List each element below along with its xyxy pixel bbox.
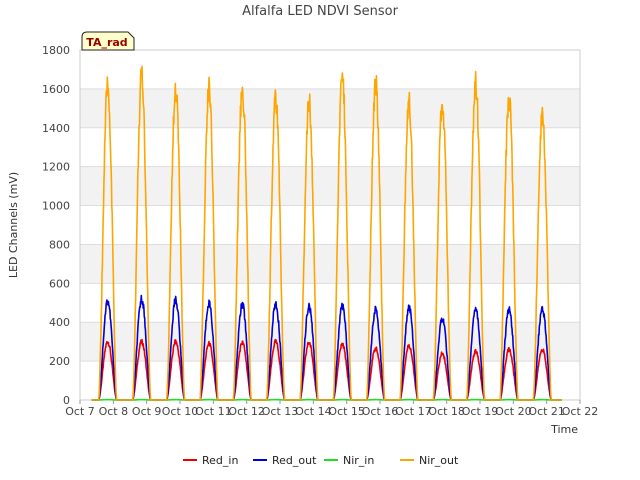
legend-item-nir-out: Nir_out xyxy=(400,454,459,467)
x-tick-label: Oct 7 xyxy=(65,405,95,418)
y-tick-label: 600 xyxy=(49,277,70,290)
x-tick-label: Oct 18 xyxy=(428,405,465,418)
chart-title: Alfalfa LED NDVI Sensor xyxy=(242,4,399,19)
legend-label: Nir_in xyxy=(343,454,374,467)
legend-item-red-in: Red_in xyxy=(183,454,238,467)
series-line-nir-out xyxy=(91,65,562,401)
y-tick-label: 800 xyxy=(49,238,70,251)
y-axis-title: LED Channels (mV) xyxy=(7,172,20,278)
y-tick-label: 1000 xyxy=(42,200,70,213)
band-0 xyxy=(80,361,580,400)
band-1600 xyxy=(80,50,580,89)
x-tick-label: Oct 15 xyxy=(328,405,365,418)
band-1400 xyxy=(80,88,580,128)
y-tick-label: 200 xyxy=(49,355,70,368)
band-600 xyxy=(80,244,580,284)
x-tick-label: Oct 13 xyxy=(262,405,299,418)
x-tick-label: Oct 9 xyxy=(132,405,162,418)
y-axis-ticks: 0 200 400 600 800 1000 1200 1400 1600 1800 xyxy=(42,44,70,407)
series-layer xyxy=(91,65,562,401)
band-400 xyxy=(80,283,580,323)
y-tick-label: 1800 xyxy=(42,44,70,57)
y-tick-label: 1600 xyxy=(42,83,70,96)
x-tick-label: Oct 11 xyxy=(195,405,232,418)
band-200 xyxy=(80,322,580,362)
band-1200 xyxy=(80,127,580,167)
legend: Red_in Red_out Nir_in Nir_out xyxy=(183,454,459,467)
x-tick-label: Oct 20 xyxy=(495,405,532,418)
legend-label: Nir_out xyxy=(419,454,459,467)
legend-label: Red_out xyxy=(272,454,317,467)
x-tick-label: Oct 17 xyxy=(395,405,432,418)
x-tick-label: Oct 8 xyxy=(99,405,129,418)
x-axis-title: Time xyxy=(550,423,578,436)
legend-label: Red_in xyxy=(202,454,238,467)
x-tick-label: Oct 16 xyxy=(362,405,399,418)
x-tick-label: Oct 21 xyxy=(528,405,565,418)
badge-shape xyxy=(81,31,135,51)
x-tick-label: Oct 14 xyxy=(295,405,332,418)
badge-label: TA_rad xyxy=(86,36,127,49)
y-tick-label: 0 xyxy=(63,394,70,407)
y-tick-label: 1400 xyxy=(42,122,70,135)
legend-item-red-out: Red_out xyxy=(253,454,317,467)
x-tick-label: Oct 22 xyxy=(562,405,599,418)
x-tick-label: Oct 12 xyxy=(228,405,265,418)
y-tick-label: 1200 xyxy=(42,161,70,174)
plot-background-bands xyxy=(80,50,580,400)
band-1000 xyxy=(80,166,580,206)
x-tick-label: Oct 10 xyxy=(162,405,199,418)
ta-rad-badge: TA_rad xyxy=(81,31,135,51)
band-800 xyxy=(80,205,580,245)
x-tick-label: Oct 19 xyxy=(462,405,499,418)
y-tick-label: 400 xyxy=(49,316,70,329)
legend-item-nir-in: Nir_in xyxy=(324,454,374,467)
